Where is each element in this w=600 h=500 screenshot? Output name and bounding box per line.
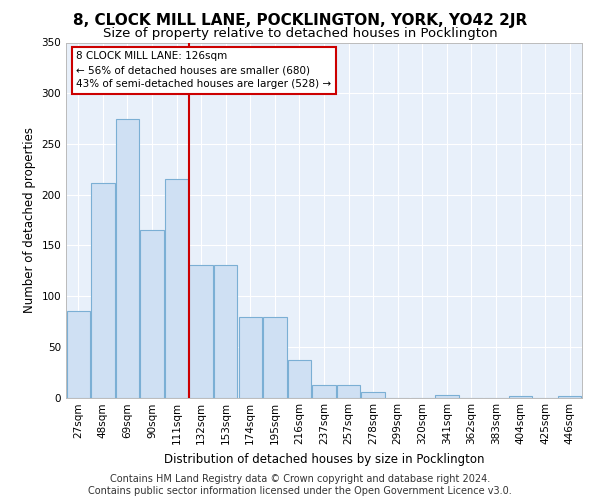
Bar (91, 184, 115, 398)
Bar (337, 386, 360, 398)
Bar (190, 264, 213, 398)
Bar (263, 318, 287, 398)
Bar (288, 360, 311, 398)
Bar (313, 386, 335, 398)
Text: Contains HM Land Registry data © Crown copyright and database right 2024.
Contai: Contains HM Land Registry data © Crown c… (88, 474, 512, 496)
Text: 8 CLOCK MILL LANE: 126sqm
← 56% of detached houses are smaller (680)
43% of semi: 8 CLOCK MILL LANE: 126sqm ← 56% of detac… (76, 52, 331, 90)
Y-axis label: Number of detached properties: Number of detached properties (23, 127, 36, 313)
Text: Size of property relative to detached houses in Pocklington: Size of property relative to detached ho… (103, 28, 497, 40)
Bar (116, 118, 139, 398)
Bar (558, 396, 581, 398)
Bar (67, 312, 90, 398)
Bar (361, 392, 385, 398)
X-axis label: Distribution of detached houses by size in Pocklington: Distribution of detached houses by size … (164, 453, 484, 466)
Text: 8, CLOCK MILL LANE, POCKLINGTON, YORK, YO42 2JR: 8, CLOCK MILL LANE, POCKLINGTON, YORK, Y… (73, 12, 527, 28)
Bar (435, 396, 458, 398)
Bar (509, 396, 532, 398)
Bar (140, 230, 164, 398)
Bar (214, 264, 238, 398)
Bar (239, 318, 262, 398)
Bar (165, 180, 188, 398)
